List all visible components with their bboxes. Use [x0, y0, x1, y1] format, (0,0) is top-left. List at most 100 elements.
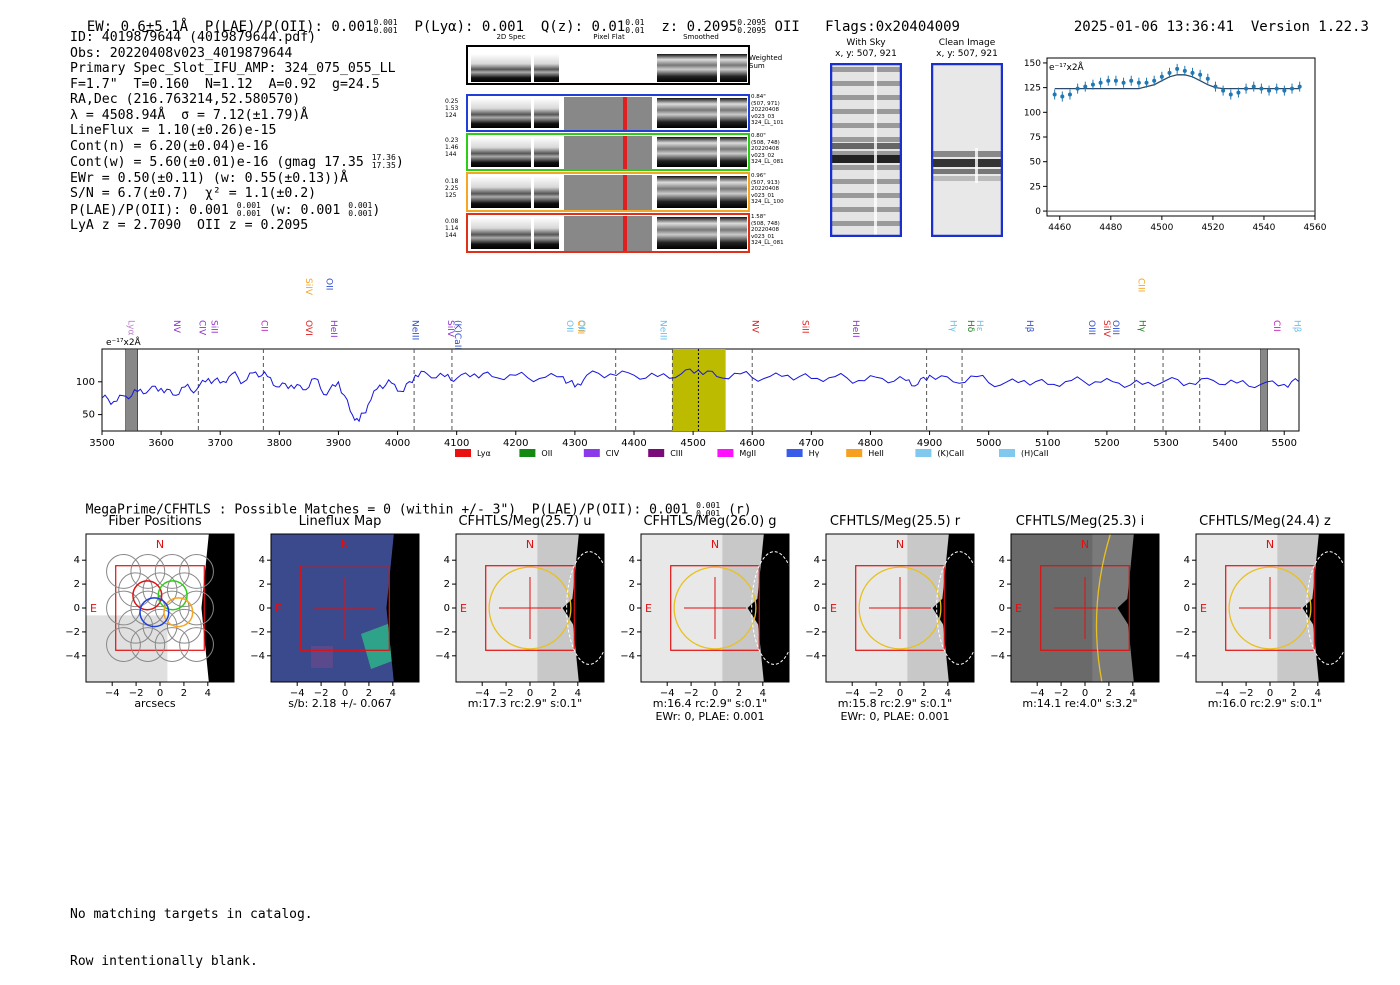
zoom-point-4 [1083, 84, 1088, 89]
cutout-ytick-label-2-1: −2 [435, 627, 450, 638]
row3-left-labels: 0.18 2.25 125 [445, 178, 467, 199]
spec2d-svg [466, 45, 750, 253]
spec-xtick-label-5100: 5100 [1035, 438, 1060, 449]
cutout-ytick-label-0-2: 0 [74, 603, 80, 614]
cutout-xtick-label-3-3: 2 [736, 688, 742, 699]
cutout-xtick-label-4-3: 2 [921, 688, 927, 699]
spec-xtick-label-3600: 3600 [148, 438, 173, 449]
info-lambda: λ = 4508.94Å σ = 7.12(±1.79)Å [70, 107, 309, 123]
spectrum-unit-label: e⁻¹⁷x2Å [106, 336, 142, 348]
cutout-xtick-label-1-2: 0 [342, 688, 348, 699]
megaprime-hi: 0.001 [696, 501, 721, 510]
fiber-0-3 [179, 554, 214, 589]
spec-xtick-label-4700: 4700 [799, 438, 824, 449]
cutout-image-4: N E −4 −4 −2 −2 0 0 2 2 4 4 [805, 533, 983, 699]
header-timestamp: 2025-01-06 13:36:41 [1073, 19, 1235, 35]
row1-right-1: (507, 971) [751, 100, 780, 107]
row4-right-2: 20220408 [751, 227, 779, 233]
spec-xtick-label-4200: 4200 [503, 438, 528, 449]
legend-label-2: CIV [606, 449, 620, 458]
legend-swatch-1 [519, 449, 536, 457]
spec2d-row-4 [466, 213, 750, 253]
header-qz-value: 0.01 [591, 19, 626, 35]
spectrum-line [101, 368, 1300, 423]
legend-label-5: Hγ [809, 449, 820, 458]
info-plae-w-hi: 0.001 [348, 200, 373, 210]
spec-xtick-label-5300: 5300 [1153, 438, 1178, 449]
spec-xtick-label-4600: 4600 [739, 438, 764, 449]
header-plae-hi: 0.001 [373, 18, 398, 27]
row2-left-0: 0.23 [445, 137, 459, 144]
zoom-point-19 [1198, 72, 1203, 77]
cutout-xtick-label-6-4: 4 [1315, 688, 1321, 699]
galaxy-ellipse-6 [1306, 551, 1353, 665]
spec-xtick-label-3700: 3700 [207, 438, 232, 449]
cutout-caption-2: m:17.3 rc:2.9" s:0.1" [467, 697, 583, 710]
emission-highlight-band [672, 349, 726, 431]
megaprime-text: MegaPrime/CFHTLS : Possible Matches = 0 … [85, 502, 689, 518]
info-sn: S/N = 6.7(±0.7) χ² = 1.1(±0.2) [70, 186, 317, 201]
zoom-ytick-label-4: 100 [1024, 108, 1041, 118]
zoom-point-23 [1228, 92, 1233, 97]
zoom-point-24 [1236, 90, 1241, 95]
selected-fiber-3 [139, 597, 170, 628]
legend-swatch-5 [786, 449, 803, 457]
zoom-point-0 [1052, 92, 1057, 97]
zoom-point-18 [1190, 70, 1195, 75]
cutout-caption-1: s/b: 2.18 +/- 0.067 [288, 697, 392, 710]
cutout-image-2: N E −4 −4 −2 −2 0 0 2 2 4 4 [435, 533, 613, 699]
cutout-ytick-label-1-4: 4 [259, 555, 265, 566]
info-primary: Primary Spec_Slot_IFU_AMP: 324_075_055_L… [70, 61, 396, 76]
cutout-ytick-label-1-3: 2 [259, 579, 265, 590]
zoom-ytick-label-1: 25 [1030, 182, 1041, 192]
spec-xtick-label-4100: 4100 [444, 438, 469, 449]
east-label-5: E [1015, 602, 1022, 615]
north-label-0: N [156, 538, 164, 551]
spec-xtick-label-5200: 5200 [1094, 438, 1119, 449]
aperture-box-2 [485, 565, 575, 651]
info-contw: Cont(w) = 5.60(±0.01)e-16 (gmag 17.35 17… [70, 153, 404, 171]
header-plya: P(Lyα): 0.001 [414, 19, 525, 35]
cutout-ytick-label-2-3: 2 [444, 579, 450, 590]
cutout-xtick-label-5-1: −2 [1054, 688, 1069, 699]
cutout-ytick-label-5-0: −4 [990, 651, 1005, 662]
east-label-2: E [460, 602, 467, 615]
info-id: ID: 4019879644 (4019879644.pdf) [70, 30, 317, 45]
catalog-footer: No matching targets in catalog. Row inte… [70, 876, 313, 985]
line-label-6: SiIV [303, 278, 313, 296]
cutout-xtick-label-6-1: −2 [1239, 688, 1254, 699]
zoom-point-16 [1175, 66, 1180, 71]
cutout-ytick-label-4-1: −2 [805, 627, 820, 638]
zoom-point-13 [1152, 78, 1157, 83]
line-label-26: CIII [1135, 278, 1145, 292]
row2-right-2: 20220408 [751, 146, 779, 152]
spec-xtick-label-4000: 4000 [385, 438, 410, 449]
line-label-12: OII [564, 320, 574, 332]
zoom-ytick-label-2: 50 [1030, 158, 1042, 168]
cutout-shade-0 [86, 615, 168, 682]
cutout-xtick-label-3-1: −2 [684, 688, 699, 699]
cutout-xtick-label-1-4: 4 [390, 688, 396, 699]
cutout-xtick-label-1-1: −2 [314, 688, 329, 699]
cutout-title-0: Fiber Positions [108, 514, 202, 529]
east-label-0: E [90, 602, 97, 615]
spec2d-panel: 2D Spec Pixel Flat Smoothed [445, 30, 795, 255]
lineflux-patch [311, 646, 333, 668]
cutout-xtick-label-2-2: 0 [527, 688, 533, 699]
clean-title: Clean Image [938, 38, 996, 48]
megaprime-suffix: (r) [728, 502, 752, 518]
legend-label-8: (H)CaII [1021, 449, 1048, 458]
cutout-image-6: N E −4 −4 −2 −2 0 0 2 2 4 4 [1175, 533, 1353, 699]
cutout-xtick-label-5-0: −4 [1030, 688, 1045, 699]
info-contw-hi: 17.36 [371, 153, 396, 162]
cutout-ytick-label-6-3: 2 [1184, 579, 1190, 590]
legend-label-3: CIII [670, 449, 683, 458]
header-version: Version 1.22.3 [1250, 19, 1369, 35]
row3-right-3: v023_01 [751, 192, 775, 199]
row2-left-labels: 0.23 1.46 144 [445, 137, 467, 158]
cutout-ytick-label-5-1: −2 [990, 627, 1005, 638]
zoom-point-2 [1067, 92, 1072, 97]
spec-xtick-label-5500: 5500 [1271, 438, 1296, 449]
spec-ytick-label-100: 100 [76, 377, 95, 388]
spec-xtick-label-3900: 3900 [326, 438, 351, 449]
